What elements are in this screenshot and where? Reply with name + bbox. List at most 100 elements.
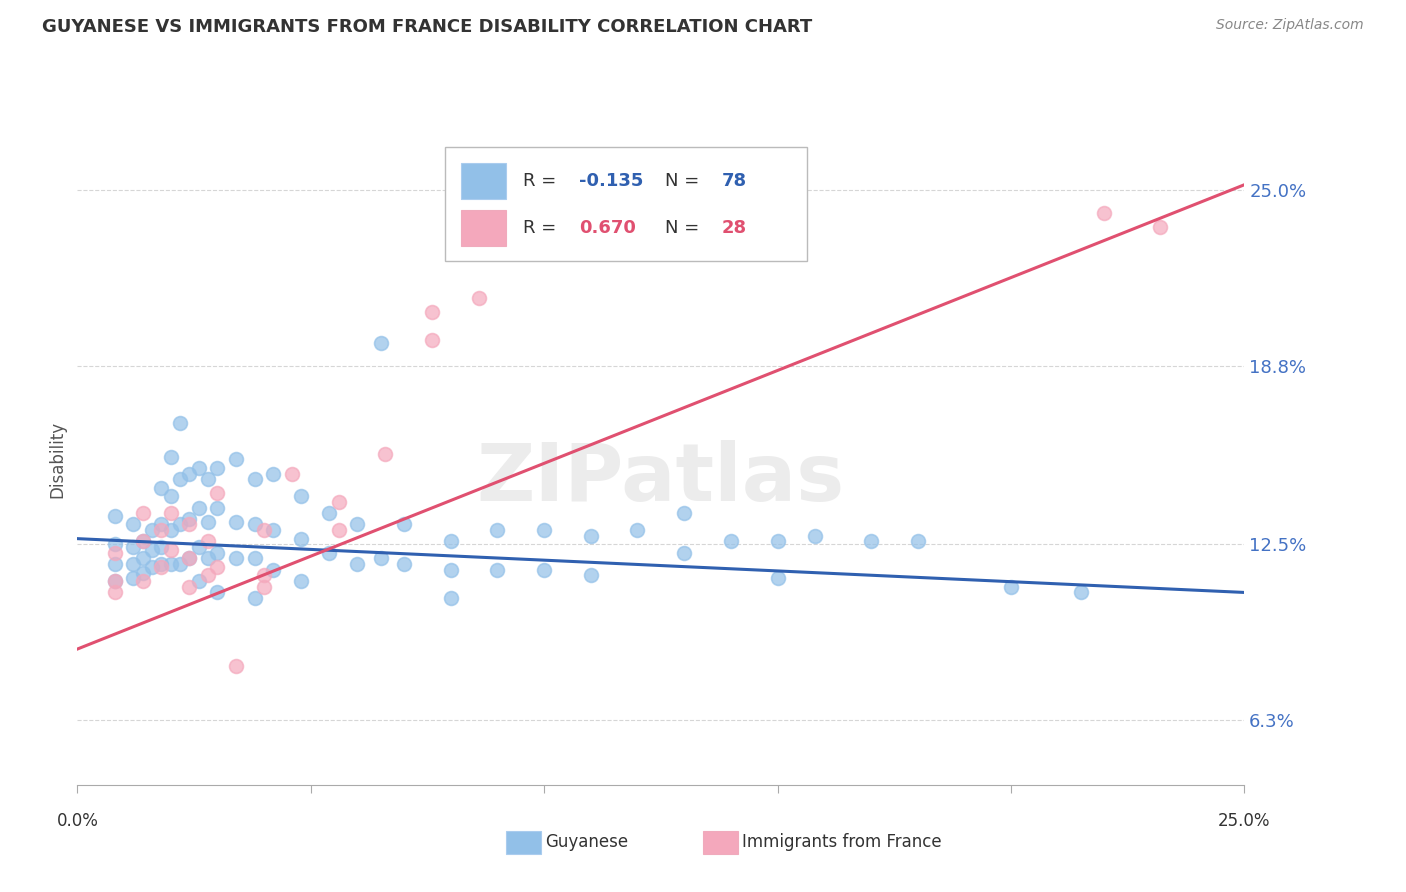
Point [579, 568, 602, 582]
Point [169, 557, 191, 571]
Point [131, 534, 153, 549]
Point [150, 481, 173, 495]
Point [1092, 206, 1115, 220]
Point [207, 585, 229, 599]
Text: 78: 78 [721, 171, 747, 190]
Point [440, 534, 463, 549]
Point [374, 447, 396, 461]
Point [262, 523, 284, 537]
Point [370, 336, 392, 351]
Point [179, 580, 201, 594]
Point [243, 472, 266, 486]
Text: Immigrants from France: Immigrants from France [742, 833, 942, 851]
Point [486, 523, 509, 537]
Point [150, 540, 173, 554]
Point [141, 560, 163, 574]
Point [104, 546, 127, 560]
Point [131, 551, 153, 566]
Point [141, 543, 163, 558]
Point [346, 517, 368, 532]
Text: 25.0%: 25.0% [1218, 812, 1271, 830]
Point [207, 560, 229, 574]
Point [207, 461, 229, 475]
Point [159, 450, 181, 464]
Text: N =: N = [665, 171, 706, 190]
Point [150, 557, 173, 571]
Text: 0.0%: 0.0% [56, 812, 98, 830]
Y-axis label: Disability: Disability [48, 421, 66, 498]
Point [766, 571, 789, 585]
Point [225, 515, 247, 529]
Point [392, 517, 415, 532]
Text: R =: R = [523, 171, 562, 190]
Point [122, 517, 145, 532]
Point [104, 574, 127, 588]
Point [420, 334, 443, 348]
Point [122, 557, 145, 571]
Point [225, 452, 247, 467]
Point [179, 512, 201, 526]
Point [318, 546, 340, 560]
Point [370, 551, 392, 566]
Point [243, 591, 266, 606]
Point [420, 305, 443, 319]
Point [673, 546, 696, 560]
Point [766, 534, 789, 549]
Point [225, 659, 247, 673]
Point [262, 563, 284, 577]
Point [346, 557, 368, 571]
Point [243, 551, 266, 566]
Point [533, 523, 555, 537]
Point [262, 467, 284, 481]
Text: 0.670: 0.670 [579, 219, 636, 237]
Point [720, 534, 742, 549]
Point [104, 557, 127, 571]
Point [533, 563, 555, 577]
Text: -0.135: -0.135 [579, 171, 644, 190]
Point [197, 472, 219, 486]
Point [207, 500, 229, 515]
Point [197, 515, 219, 529]
Point [169, 416, 191, 430]
Point [486, 563, 509, 577]
Point [187, 574, 209, 588]
Point [281, 467, 304, 481]
Point [169, 472, 191, 486]
Point [104, 537, 127, 551]
Point [159, 489, 181, 503]
FancyBboxPatch shape [444, 147, 807, 260]
Point [187, 461, 209, 475]
Point [169, 517, 191, 532]
Point [159, 506, 181, 520]
Point [150, 517, 173, 532]
Point [253, 580, 276, 594]
Point [290, 574, 312, 588]
Text: Source: ZipAtlas.com: Source: ZipAtlas.com [1216, 18, 1364, 32]
Point [440, 563, 463, 577]
Point [207, 546, 229, 560]
Point [150, 523, 173, 537]
FancyBboxPatch shape [461, 162, 506, 199]
Point [179, 551, 201, 566]
Point [626, 523, 648, 537]
Point [122, 540, 145, 554]
Point [225, 551, 247, 566]
Point [253, 568, 276, 582]
Point [328, 495, 350, 509]
Text: Guyanese: Guyanese [546, 833, 628, 851]
Point [1000, 580, 1022, 594]
Point [159, 523, 181, 537]
Text: R =: R = [523, 219, 562, 237]
Text: N =: N = [665, 219, 706, 237]
Point [673, 506, 696, 520]
Point [131, 566, 153, 580]
Text: GUYANESE VS IMMIGRANTS FROM FRANCE DISABILITY CORRELATION CHART: GUYANESE VS IMMIGRANTS FROM FRANCE DISAB… [42, 18, 813, 36]
Point [122, 571, 145, 585]
Point [579, 529, 602, 543]
Point [104, 585, 127, 599]
Point [440, 591, 463, 606]
Point [131, 534, 153, 549]
Text: ZIPatlas: ZIPatlas [477, 440, 845, 518]
Point [290, 489, 312, 503]
Point [159, 543, 181, 558]
